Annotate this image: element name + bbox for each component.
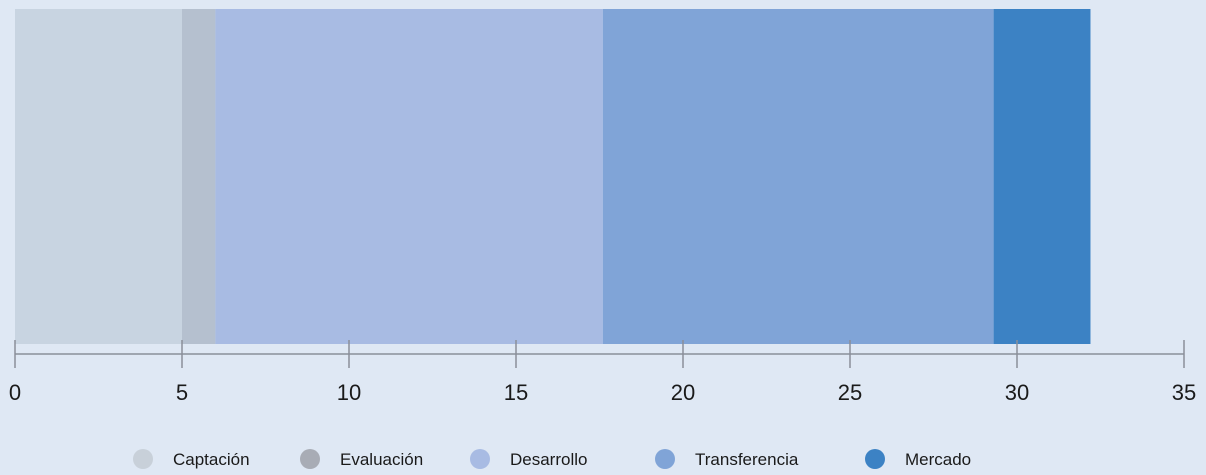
bar-segment-3: [215, 9, 603, 344]
bar-segment-2: [182, 9, 216, 344]
x-tick-label: 15: [504, 380, 528, 405]
bar-segment-1: [15, 9, 182, 344]
x-tick-label: 35: [1172, 380, 1196, 405]
bar-segments: [15, 9, 1091, 344]
x-tick-label: 20: [671, 380, 695, 405]
bar-segment-4: [602, 9, 994, 344]
x-axis-ticks: 0 5 10 15 20 25 30 35: [9, 340, 1196, 405]
legend-label: Transferencia: [695, 450, 799, 469]
x-tick-label: 25: [838, 380, 862, 405]
x-tick-label: 0: [9, 380, 21, 405]
x-tick-label: 10: [337, 380, 361, 405]
legend-swatch: [655, 449, 675, 469]
x-tick-label: 5: [176, 380, 188, 405]
legend-swatch: [300, 449, 320, 469]
bar-segment-5: [993, 9, 1091, 344]
x-tick-label: 30: [1005, 380, 1029, 405]
legend: Captación Evaluación Desarrollo Transferenc…: [133, 449, 971, 469]
legend-swatch: [865, 449, 885, 469]
legend-label: Captación: [173, 450, 250, 469]
legend-label: Evaluación: [340, 450, 423, 469]
legend-swatch: [133, 449, 153, 469]
legend-swatch: [470, 449, 490, 469]
legend-label: Mercado: [905, 450, 971, 469]
legend-label: Desarrollo: [510, 450, 587, 469]
